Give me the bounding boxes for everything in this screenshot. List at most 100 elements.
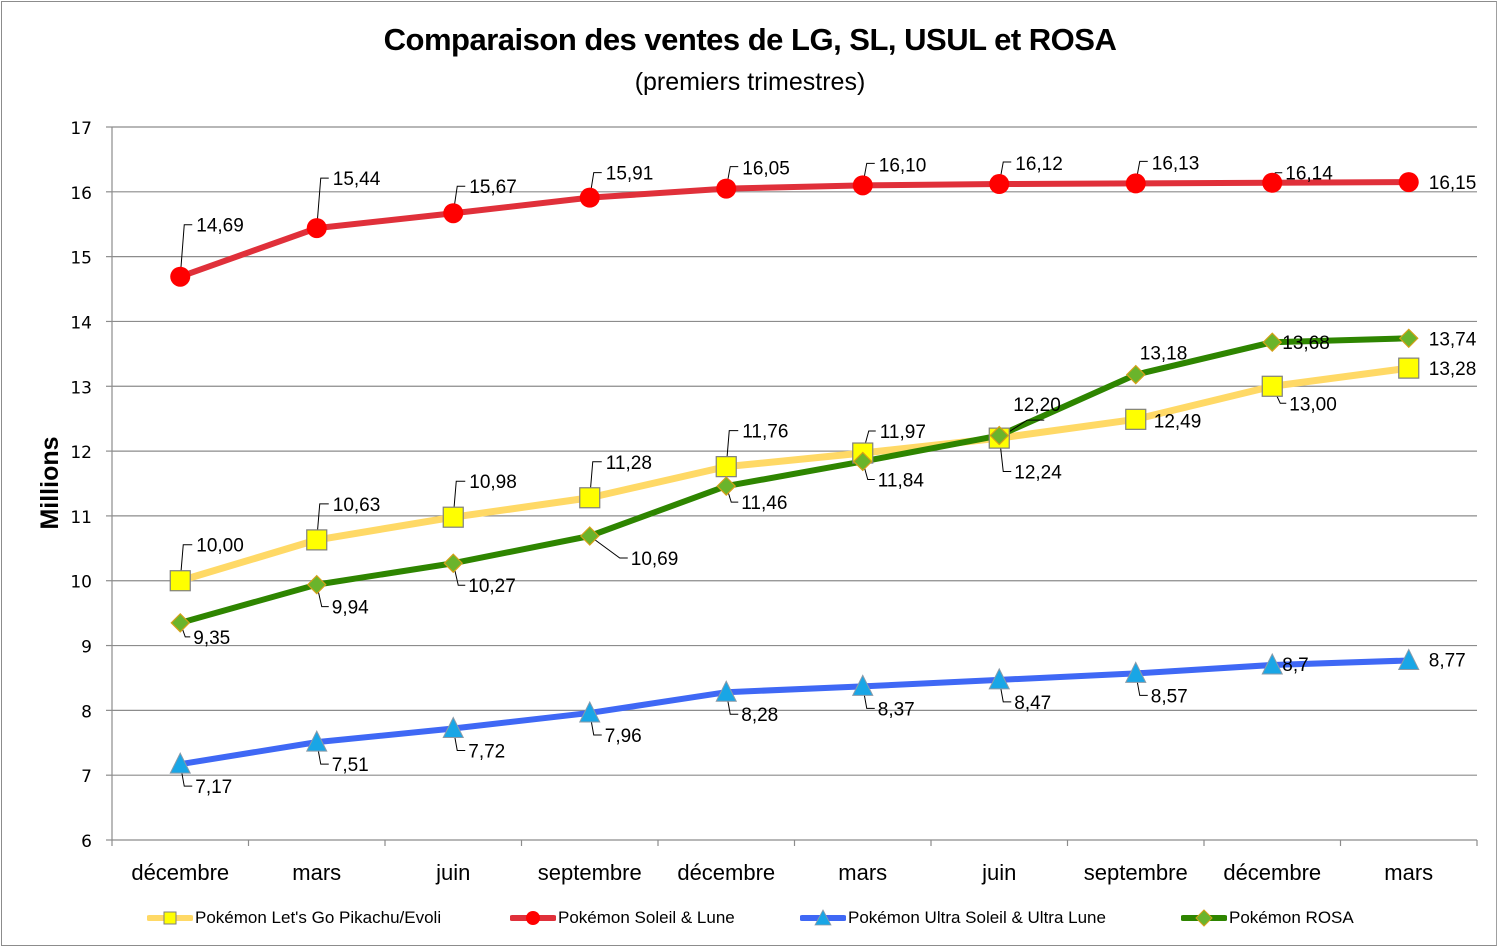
axes: 6 7 8 9 10 11 12 13 14 15 16 17 décembre mars juin sept… [70,119,1478,885]
y-tick-label: 13 [70,378,92,398]
data-point-circle [170,266,191,287]
series-line [177,335,1412,626]
chart-title: Comparaison des ventes de LG, SL, USUL e… [383,22,1117,57]
data-point-diamond [170,613,191,633]
data-point-circle [1398,172,1419,193]
legend-item-usul[interactable]: Pokémon Ultra Soleil & Ultra Lune [800,903,1106,933]
data-point-square [715,456,737,478]
y-tick-label: 7 [81,767,92,787]
data-point-diamond [989,425,1010,446]
data-label: 7,96 [605,726,642,747]
label-leader-line [589,461,602,498]
label-leader-line [452,480,466,518]
legend-label: Pokémon Let's Go Pikachu/Evoli [195,908,442,927]
data-label: 10,63 [333,495,381,516]
x-tick-label: septembre [1084,860,1188,885]
data-label: 9,35 [193,628,230,649]
data-label: 8,47 [1014,693,1051,714]
data-point-circle [306,218,327,239]
series-line [177,657,1412,768]
data-point-circle [1262,172,1283,193]
data-label: 11,46 [741,493,787,514]
data-label: 16,13 [1152,153,1200,174]
data-point-circle [1125,173,1146,194]
data-label: 7,72 [468,742,505,763]
data-label: 10,98 [469,472,517,493]
data-label: 13,68 [1282,333,1330,354]
x-tick-label: juin [981,860,1016,885]
data-label: 15,91 [606,164,654,185]
data-point-square [579,487,601,509]
x-tick-label: mars [838,860,887,885]
data-label: 15,67 [469,177,517,198]
data-point-square [169,570,191,592]
data-label: 13,28 [1429,359,1477,380]
y-tick-label: 10 [70,573,92,593]
data-label: 15,44 [333,169,381,190]
data-label: 13,18 [1140,344,1188,365]
data-point-triangle [1124,661,1147,683]
label-leader-line [725,430,739,467]
data-point-triangle [578,700,601,723]
data-label: 8,37 [878,699,915,720]
data-point-circle [579,187,600,208]
y-tick-label: 12 [70,443,92,463]
legend-diamond-marker-icon [1181,909,1227,927]
data-point-square [1398,357,1420,379]
legend-item-lg[interactable]: Pokémon Let's Go Pikachu/Evoli [147,903,441,933]
data-point-circle [989,174,1010,195]
data-point-square [1125,408,1147,430]
legend-item-sl[interactable]: Pokémon Soleil & Lune [510,903,735,933]
data-label: 12,20 [1013,395,1061,416]
x-tick-label: mars [1384,860,1433,885]
legend-label: Pokémon Ultra Soleil & Ultra Lune [848,908,1106,927]
y-tick-label: 16 [70,184,92,204]
data-point-triangle [442,716,465,739]
y-tick-label: 15 [70,249,92,269]
x-tick-label: décembre [677,860,775,885]
data-point-diamond [579,526,600,546]
data-label: 16,05 [742,159,790,180]
data-point-triangle [715,680,738,702]
data-label: 8,28 [741,705,778,726]
data-point-square [306,529,328,551]
series-markers [169,172,1420,774]
data-point-triangle [851,674,874,696]
data-label: 16,10 [879,155,927,176]
data-label: 7,51 [332,755,369,776]
data-point-diamond [1125,364,1146,385]
data-point-diamond [1262,332,1283,353]
chart-subtitle: (premiers trimestres) [634,68,866,96]
data-label: 8,57 [1151,686,1188,707]
data-point-circle [716,178,737,199]
data-label: 16,15 [1429,173,1477,194]
data-point-triangle [1261,652,1284,675]
data-label: 7,17 [195,777,232,798]
data-point-diamond [306,574,327,595]
data-point-circle [852,175,873,196]
data-label: 16,14 [1285,164,1333,185]
legend-circle-marker-icon [510,911,556,925]
data-label: 11,28 [606,453,652,474]
y-tick-label: 8 [81,702,92,722]
legend-item-rosa[interactable]: Pokémon ROSA [1181,903,1354,933]
data-label: 10,00 [196,536,244,557]
data-label: 9,94 [332,598,369,619]
data-label: 13,74 [1429,329,1477,350]
legend-triangle-marker-icon [800,909,846,926]
data-label: 13,00 [1289,394,1337,415]
gridlines [112,126,1477,776]
data-point-triangle [1397,648,1420,670]
data-labels: 10,00 10,63 10,98 11,28 11,76 11,97 12,20 12,49… [193,153,1476,798]
data-point-square [442,506,464,528]
x-tick-label: décembre [1223,860,1321,885]
y-tick-label: 17 [70,119,92,139]
data-point-diamond [852,451,873,472]
series-line [176,364,1413,585]
legend-square-marker-icon [147,911,193,925]
data-point-diamond [443,553,464,574]
data-label: 10,27 [468,576,516,597]
data-label: 10,69 [631,549,679,570]
